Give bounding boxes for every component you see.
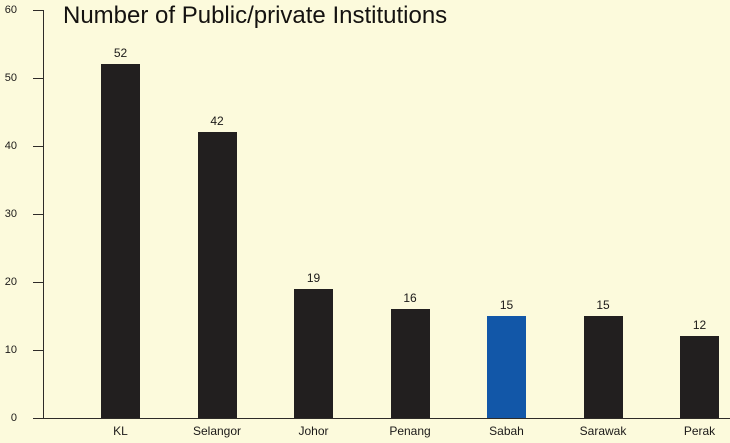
x-category-label: KL [113,424,128,438]
y-tick-label: 50 [4,72,17,84]
bar-value-label: 15 [596,298,610,312]
x-category-label: Johor [298,424,329,438]
y-tick-label: 10 [4,344,17,356]
bar-value-label: 42 [210,114,224,129]
y-tick [33,349,43,351]
x-category-label: Perak [683,424,716,438]
y-tick-label: 60 [4,4,17,16]
x-category-label: Penang [389,424,431,438]
bar-perak [680,336,719,418]
x-category-label: Sabah [489,424,524,438]
y-tick-label: 0 [10,412,17,424]
bar-sabah [487,316,526,418]
x-axis [33,418,730,419]
y-tick [33,281,43,283]
y-tick [33,77,43,79]
chart-title: Number of Public/private Institutions [63,2,448,29]
bar-value-label: 16 [403,291,417,306]
x-category-label: Selangor [192,424,242,438]
y-tick [33,213,43,215]
bar-johor [294,288,333,418]
bar-kl [101,64,140,418]
x-category-label: Sarawak [579,424,627,438]
y-axis [43,10,44,418]
y-tick [33,9,43,11]
bar-value-label: 12 [692,318,707,333]
y-tick [33,145,43,147]
y-tick-label: 20 [4,276,17,288]
y-tick-label: 30 [4,208,17,220]
bar-value-label: 52 [113,46,128,61]
y-tick [33,417,43,419]
y-tick-label: 40 [4,140,17,152]
bar-value-label: 19 [306,270,321,285]
bar-selangor [197,132,237,418]
bar-sarawak [583,316,623,418]
bar-value-label: 15 [499,298,514,312]
bar-penang [390,309,430,418]
